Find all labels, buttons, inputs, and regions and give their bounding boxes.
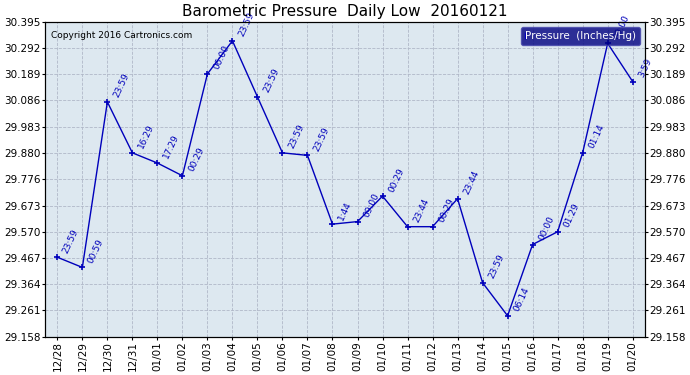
Text: 00:00: 00:00 bbox=[612, 13, 631, 40]
Text: 00:29: 00:29 bbox=[386, 166, 406, 194]
Text: 23:59: 23:59 bbox=[61, 227, 81, 255]
Text: 09:00: 09:00 bbox=[362, 192, 381, 219]
Text: 23:44: 23:44 bbox=[462, 169, 481, 196]
Text: 00:29: 00:29 bbox=[437, 197, 456, 224]
Text: 00:59: 00:59 bbox=[86, 237, 106, 265]
Text: 1:44: 1:44 bbox=[337, 200, 353, 221]
Text: 00:29: 00:29 bbox=[186, 146, 206, 173]
Text: 23:59: 23:59 bbox=[262, 67, 281, 94]
Text: 00:00: 00:00 bbox=[537, 214, 556, 242]
Text: 23:59: 23:59 bbox=[237, 11, 255, 38]
Text: 23:59: 23:59 bbox=[112, 72, 130, 99]
Text: 01:29: 01:29 bbox=[562, 202, 581, 229]
Text: 06:14: 06:14 bbox=[512, 286, 531, 313]
Text: 23:59: 23:59 bbox=[486, 253, 506, 280]
Text: 17:29: 17:29 bbox=[161, 133, 181, 160]
Text: 23:59: 23:59 bbox=[312, 126, 331, 153]
Text: 3:59: 3:59 bbox=[637, 57, 653, 79]
Text: 23:59: 23:59 bbox=[286, 123, 306, 150]
Title: Barometric Pressure  Daily Low  20160121: Barometric Pressure Daily Low 20160121 bbox=[182, 4, 508, 19]
Text: 16:29: 16:29 bbox=[137, 123, 155, 150]
Text: 23:44: 23:44 bbox=[412, 197, 431, 224]
Text: Copyright 2016 Cartronics.com: Copyright 2016 Cartronics.com bbox=[51, 31, 192, 40]
Text: 01:14: 01:14 bbox=[586, 123, 606, 150]
Legend: Pressure  (Inches/Hg): Pressure (Inches/Hg) bbox=[521, 27, 640, 45]
Text: 06:00: 06:00 bbox=[212, 44, 230, 71]
